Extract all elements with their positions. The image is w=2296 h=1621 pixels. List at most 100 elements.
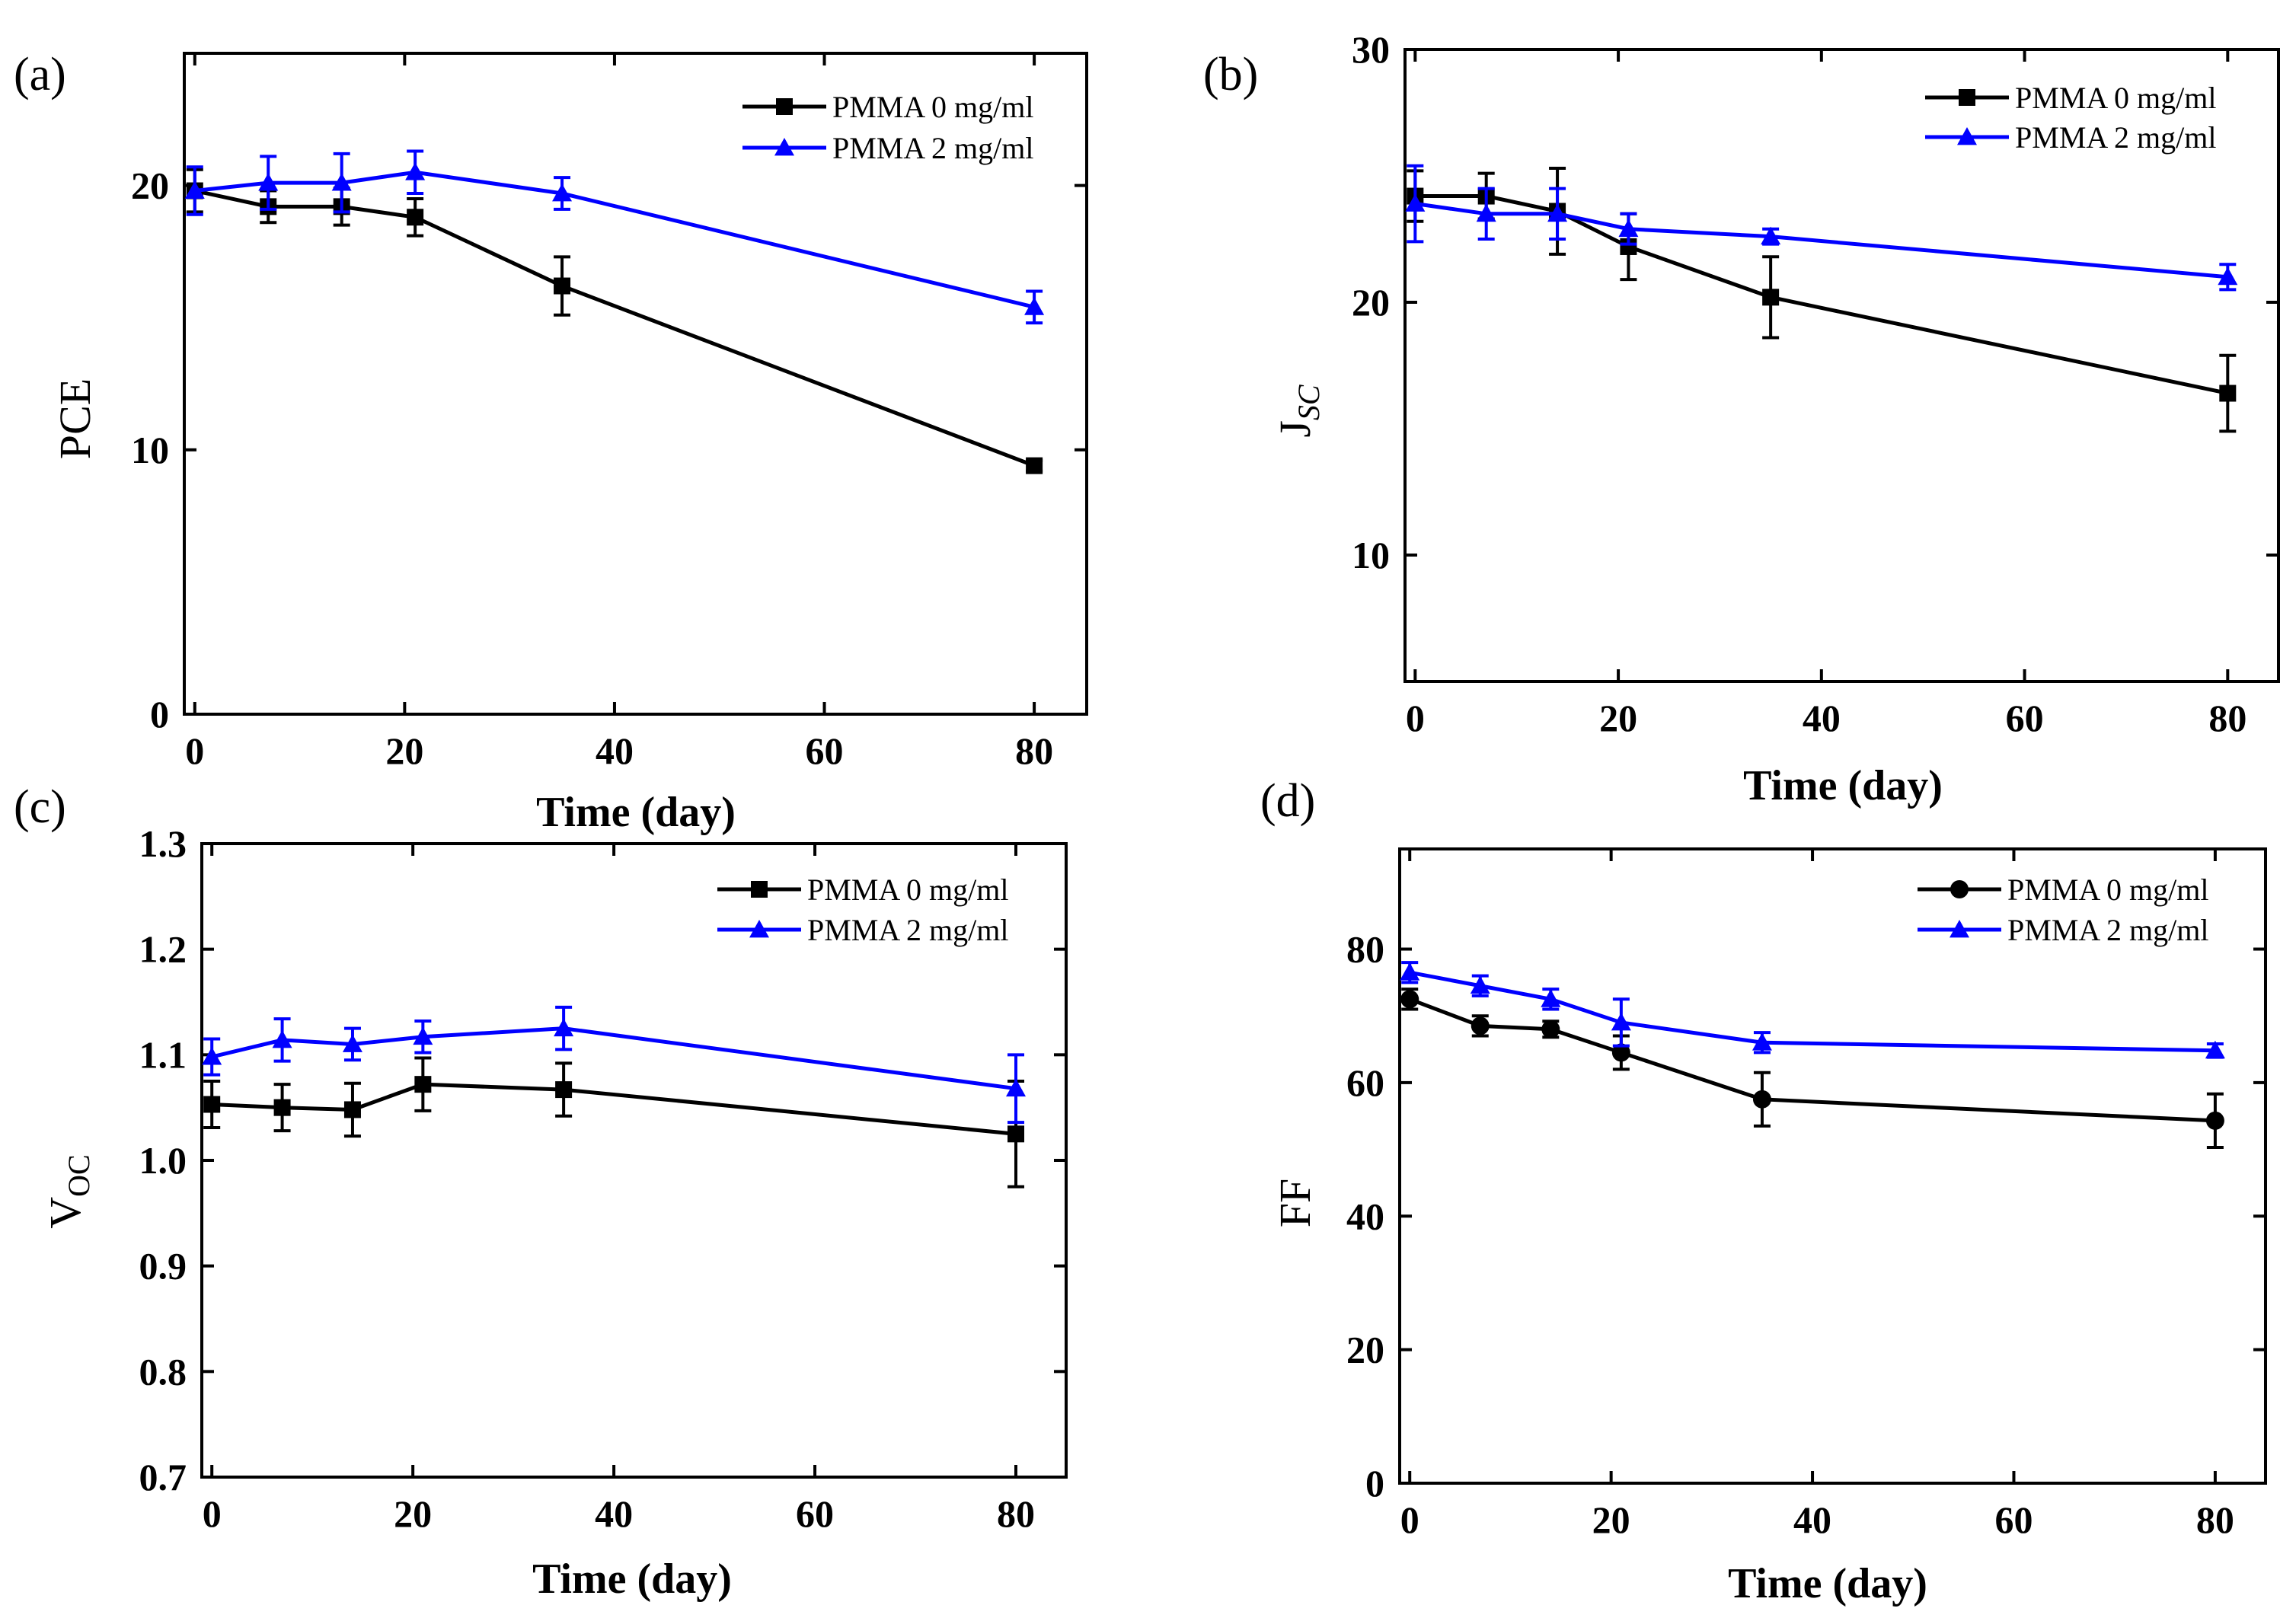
data-point bbox=[1400, 962, 1420, 981]
x-tick-label: 60 bbox=[806, 729, 844, 772]
data-point bbox=[2218, 266, 2238, 286]
data-point bbox=[2205, 1111, 2224, 1130]
y-tick-label: 0 bbox=[150, 693, 169, 736]
data-point bbox=[1620, 238, 1637, 255]
series-line bbox=[212, 1082, 1017, 1136]
legend-label: PMMA 2 mg/ml bbox=[807, 913, 1009, 947]
legend-label: PMMA 0 mg/ml bbox=[2007, 873, 2209, 907]
series-pmma-0 bbox=[1400, 988, 2224, 1149]
series-line bbox=[211, 1026, 1017, 1091]
x-tick-label: 0 bbox=[203, 1492, 222, 1535]
x-tick-label: 20 bbox=[1592, 1498, 1630, 1541]
data-point bbox=[202, 1047, 222, 1065]
panel-a: (a) 0 20 40 60 80 0 10 20 Time (day) PCE PMMA 0 mg… bbox=[14, 49, 1088, 836]
x-tick-label: 40 bbox=[595, 1492, 633, 1535]
plot-frame bbox=[1403, 48, 2280, 683]
data-point bbox=[1006, 1078, 1027, 1097]
data-point bbox=[1611, 1043, 1630, 1062]
data-point bbox=[342, 1034, 362, 1052]
series-pmma-2 bbox=[1400, 961, 2225, 1059]
legend-marker bbox=[1957, 127, 1977, 145]
data-point bbox=[405, 162, 426, 180]
series-line bbox=[194, 189, 1035, 467]
y-axis-title-subscript: SC bbox=[1292, 384, 1326, 420]
data-point bbox=[1761, 226, 1781, 245]
y-tick-label: 80 bbox=[1346, 928, 1384, 971]
data-point bbox=[552, 183, 573, 202]
legend-marker bbox=[774, 138, 794, 156]
y-tick-label: 60 bbox=[1346, 1061, 1384, 1104]
legend-label: PMMA 2 mg/ml bbox=[832, 131, 1034, 165]
x-tick-label: 60 bbox=[2006, 697, 2044, 739]
legend-label: PMMA 2 mg/ml bbox=[2007, 913, 2209, 947]
data-point bbox=[1541, 989, 1561, 1007]
x-axis-title: Time (day) bbox=[532, 1556, 732, 1603]
legend-label: PMMA 0 mg/ml bbox=[807, 873, 1009, 907]
y-axis-title: VOC bbox=[40, 1154, 96, 1228]
panel-a-tag: (a) bbox=[14, 49, 66, 101]
data-point bbox=[1007, 1125, 1025, 1143]
data-point bbox=[1476, 203, 1496, 222]
y-tick-label: 0.9 bbox=[139, 1245, 187, 1288]
panel-d: (d) 0 20 40 60 80 0 20 40 60 80 Time (day) FF PMMA 0… bbox=[1260, 775, 2267, 1607]
legend-marker bbox=[1950, 920, 1969, 938]
y-axis-title: FF bbox=[1270, 1179, 1320, 1228]
x-tick-label: 0 bbox=[1406, 697, 1425, 739]
y-tick-label: 0.7 bbox=[139, 1456, 187, 1498]
y-tick-label: 1.1 bbox=[139, 1033, 187, 1076]
legend-marker bbox=[1950, 880, 1969, 898]
data-point bbox=[554, 277, 571, 295]
panel-b-tag: (b) bbox=[1203, 49, 1258, 101]
x-tick-label: 0 bbox=[1400, 1498, 1419, 1541]
y-tick-label: 1.0 bbox=[139, 1139, 187, 1182]
x-tick-label: 60 bbox=[1994, 1498, 2033, 1541]
data-point bbox=[555, 1081, 573, 1099]
legend-marker bbox=[751, 881, 768, 898]
data-point bbox=[2205, 1040, 2225, 1059]
legend-marker bbox=[1959, 89, 1975, 106]
data-point bbox=[1471, 1016, 1490, 1035]
x-tick-label: 80 bbox=[2208, 697, 2247, 739]
x-tick-label: 40 bbox=[1803, 697, 1841, 739]
y-tick-label: 20 bbox=[1346, 1329, 1384, 1371]
series-pmma-2 bbox=[1405, 164, 2238, 292]
data-point bbox=[2219, 385, 2237, 402]
data-point bbox=[258, 173, 279, 191]
legend-label: PMMA 0 mg/ml bbox=[2015, 81, 2217, 115]
y-tick-label: 1.2 bbox=[139, 928, 187, 971]
data-point bbox=[554, 1018, 574, 1037]
y-tick-label: 0 bbox=[1365, 1462, 1384, 1505]
series-pmma-2 bbox=[184, 149, 1045, 325]
data-point bbox=[1405, 193, 1426, 212]
legend-label: PMMA 0 mg/ml bbox=[832, 90, 1034, 124]
legend-marker bbox=[749, 920, 769, 938]
data-point bbox=[1470, 975, 1490, 994]
y-tick-label: 1.3 bbox=[139, 822, 187, 865]
data-point bbox=[407, 209, 424, 226]
x-axis-title: Time (day) bbox=[1728, 1560, 1927, 1607]
data-point bbox=[1026, 457, 1043, 474]
x-tick-label: 80 bbox=[1015, 729, 1053, 772]
x-axis-title: Time (day) bbox=[1743, 762, 1943, 809]
data-point bbox=[1547, 203, 1568, 222]
legend: PMMA 0 mg/ml PMMA 2 mg/ml bbox=[717, 873, 1009, 947]
data-point bbox=[1752, 1032, 1772, 1051]
y-tick-label: 20 bbox=[131, 164, 169, 207]
y-tick-label: 30 bbox=[1352, 28, 1390, 71]
y-tick-label: 40 bbox=[1346, 1195, 1384, 1237]
data-point bbox=[1618, 219, 1639, 238]
data-point bbox=[343, 1101, 361, 1118]
legend: PMMA 0 mg/ml PMMA 2 mg/ml bbox=[1918, 873, 2209, 947]
y-tick-label: 10 bbox=[1352, 534, 1390, 576]
data-point bbox=[272, 1029, 292, 1048]
series-line bbox=[1409, 970, 2215, 1053]
plot-frame bbox=[183, 52, 1088, 716]
x-tick-label: 60 bbox=[796, 1492, 834, 1535]
x-tick-label: 20 bbox=[1599, 697, 1637, 739]
data-point bbox=[184, 180, 205, 199]
series-line bbox=[1414, 202, 2228, 279]
legend: PMMA 0 mg/ml PMMA 2 mg/ml bbox=[742, 90, 1034, 165]
y-axis-title-subscript: OC bbox=[62, 1154, 96, 1197]
series-line bbox=[1415, 194, 2228, 395]
